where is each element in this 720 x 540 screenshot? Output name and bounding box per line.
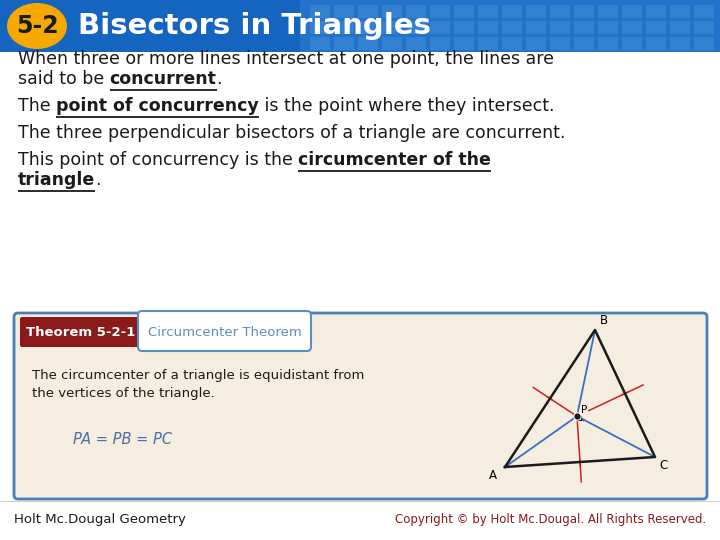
Text: circumcenter of the: circumcenter of the: [298, 151, 491, 169]
Ellipse shape: [7, 3, 67, 49]
Bar: [550, 37, 570, 50]
Bar: [598, 21, 618, 34]
Bar: [550, 21, 570, 34]
Bar: [502, 21, 522, 34]
Text: point of concurrency: point of concurrency: [56, 97, 259, 115]
Bar: [358, 21, 378, 34]
Text: 5-2: 5-2: [16, 14, 58, 38]
Text: P: P: [581, 405, 588, 415]
Text: Holt Mc.Dougal Geometry: Holt Mc.Dougal Geometry: [14, 514, 186, 526]
Text: PA = PB = PC: PA = PB = PC: [73, 432, 172, 447]
Bar: [622, 5, 642, 18]
Text: The three perpendicular bisectors of a triangle are concurrent.: The three perpendicular bisectors of a t…: [18, 124, 565, 142]
Text: said to be: said to be: [18, 70, 109, 88]
Bar: [310, 37, 330, 50]
Text: is the point where they intersect.: is the point where they intersect.: [259, 97, 554, 115]
Text: triangle: triangle: [18, 171, 95, 189]
Bar: [382, 21, 402, 34]
Bar: [598, 37, 618, 50]
Text: When three or more lines intersect at one point, the lines are: When three or more lines intersect at on…: [18, 50, 554, 68]
Bar: [478, 37, 498, 50]
Bar: [478, 5, 498, 18]
Bar: [300, 0, 720, 52]
Bar: [406, 37, 426, 50]
FancyBboxPatch shape: [14, 313, 707, 499]
Bar: [574, 37, 594, 50]
Bar: [0, 501, 720, 502]
Bar: [550, 5, 570, 18]
Text: The circumcenter of a triangle is equidistant from: The circumcenter of a triangle is equidi…: [32, 369, 364, 382]
Bar: [670, 21, 690, 34]
Bar: [622, 37, 642, 50]
Bar: [574, 5, 594, 18]
Text: The: The: [18, 97, 56, 115]
Bar: [646, 37, 666, 50]
Bar: [622, 21, 642, 34]
Bar: [358, 5, 378, 18]
Text: the vertices of the triangle.: the vertices of the triangle.: [32, 387, 215, 400]
Bar: [382, 37, 402, 50]
Bar: [0, 0, 720, 52]
Bar: [0, 52, 720, 502]
Bar: [670, 5, 690, 18]
Text: C: C: [659, 459, 667, 472]
Text: Circumcenter Theorem: Circumcenter Theorem: [148, 326, 302, 339]
Bar: [502, 5, 522, 18]
Bar: [574, 21, 594, 34]
Text: Theorem 5-2-1: Theorem 5-2-1: [27, 326, 135, 339]
Text: A: A: [489, 469, 497, 482]
Bar: [382, 5, 402, 18]
Text: Bisectors in Triangles: Bisectors in Triangles: [78, 12, 431, 40]
Bar: [334, 5, 354, 18]
Bar: [670, 37, 690, 50]
Bar: [526, 5, 546, 18]
Bar: [526, 37, 546, 50]
Bar: [646, 21, 666, 34]
Bar: [310, 5, 330, 18]
Bar: [430, 21, 450, 34]
Bar: [406, 21, 426, 34]
Bar: [694, 5, 714, 18]
Bar: [406, 5, 426, 18]
Bar: [310, 21, 330, 34]
Bar: [694, 21, 714, 34]
Bar: [598, 5, 618, 18]
Bar: [454, 21, 474, 34]
Bar: [430, 37, 450, 50]
Bar: [430, 5, 450, 18]
Bar: [502, 37, 522, 50]
Text: B: B: [600, 314, 608, 327]
Bar: [334, 37, 354, 50]
Bar: [454, 5, 474, 18]
Bar: [478, 21, 498, 34]
Bar: [358, 37, 378, 50]
Text: Copyright © by Holt Mc.Dougal. All Rights Reserved.: Copyright © by Holt Mc.Dougal. All Right…: [395, 514, 706, 526]
Bar: [646, 5, 666, 18]
FancyBboxPatch shape: [20, 317, 142, 347]
FancyBboxPatch shape: [138, 311, 311, 351]
Text: .: .: [95, 171, 101, 189]
Text: concurrent: concurrent: [109, 70, 217, 88]
Bar: [454, 37, 474, 50]
Text: This point of concurrency is the: This point of concurrency is the: [18, 151, 298, 169]
Text: .: .: [217, 70, 222, 88]
Bar: [526, 21, 546, 34]
Bar: [694, 37, 714, 50]
Bar: [334, 21, 354, 34]
